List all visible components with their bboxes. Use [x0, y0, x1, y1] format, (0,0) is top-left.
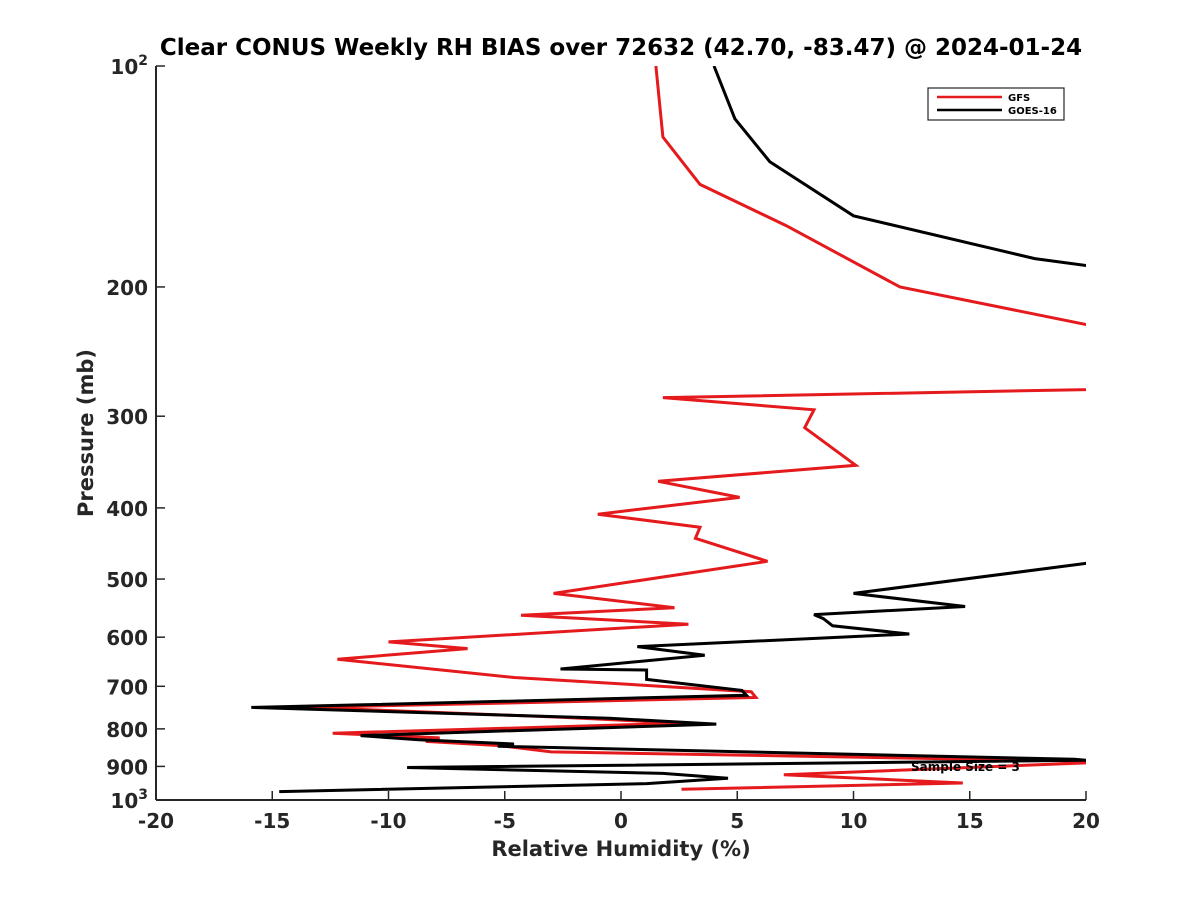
series-line-gfs: [307, 66, 1086, 791]
series-layer: [251, 66, 1086, 794]
y-tick-label: 700: [106, 675, 148, 699]
y-tick-label: 600: [106, 626, 148, 650]
x-tick-label: 10: [840, 809, 868, 833]
legend-label-goes16: GOES-16: [1008, 106, 1057, 117]
y-tick-label: 900: [106, 755, 148, 779]
y-tick-label: 800: [106, 718, 148, 742]
x-tick-label: -20: [138, 809, 174, 833]
y-tick-label: 500: [106, 568, 148, 592]
y-axis-label: Pressure (mb): [74, 349, 98, 517]
x-ticks: -20 -15 -10 -5 0 5 10 15 20: [138, 791, 1100, 833]
y-tick-label: 200: [106, 276, 148, 300]
x-axis-label: Relative Humidity (%): [491, 837, 750, 861]
y-tick-label: 103: [110, 787, 148, 813]
x-tick-label: 15: [956, 809, 984, 833]
y-tick-label: 102: [110, 53, 148, 79]
x-tick-label: 0: [614, 809, 628, 833]
y-tick-label: 300: [106, 405, 148, 429]
legend-box: [927, 87, 1065, 121]
chart-title: Clear CONUS Weekly RH BIAS over 72632 (4…: [160, 35, 1082, 61]
x-tick-label: 20: [1072, 809, 1100, 833]
legend: GFS GOES-16: [927, 87, 1065, 121]
x-tick-label: -5: [494, 809, 516, 833]
series-line-goes16: [251, 66, 1086, 794]
x-tick-label: -15: [254, 809, 290, 833]
x-tick-label: 5: [730, 809, 744, 833]
sample-size-annotation: Sample Size = 3: [911, 760, 1020, 774]
y-tick-label: 400: [106, 497, 148, 521]
legend-label-gfs: GFS: [1008, 93, 1030, 104]
x-tick-label: -10: [370, 809, 406, 833]
y-ticks: 102 200 300 400 500 600 700 800 900 103: [106, 53, 165, 813]
